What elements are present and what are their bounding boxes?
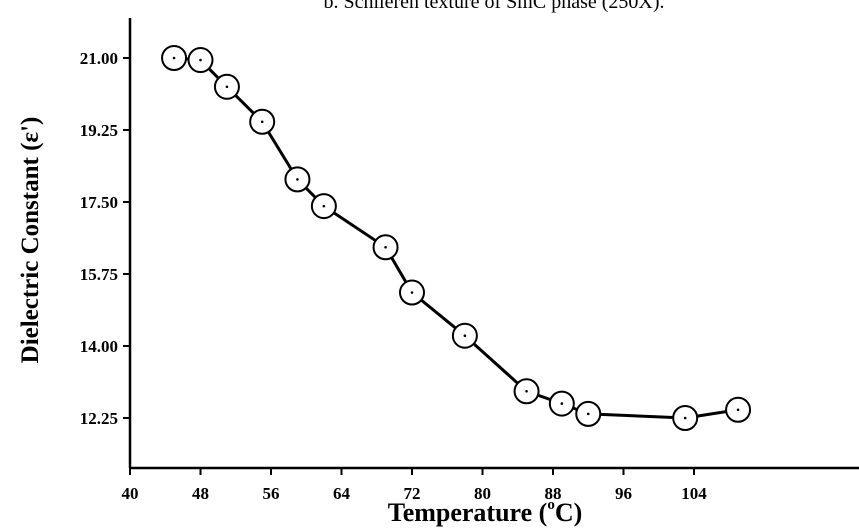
x-tick-label: 56: [263, 484, 280, 503]
data-point-center-dot: [322, 204, 326, 208]
data-point-center-dot: [225, 85, 229, 89]
data-point-center-dot: [586, 412, 590, 416]
data-point-center-dot: [260, 120, 264, 124]
x-tick-label: 96: [615, 484, 632, 503]
data-point-center-dot: [172, 56, 176, 60]
data-point-center-dot: [463, 334, 467, 338]
x-tick-label: 48: [192, 484, 209, 503]
data-point-center-dot: [683, 416, 687, 420]
x-tick-label: 64: [333, 484, 351, 503]
x-tick-label: 88: [545, 484, 562, 503]
y-tick-label: 14.00: [80, 337, 118, 356]
data-point-center-dot: [296, 178, 299, 181]
data-point-center-dot: [560, 402, 564, 405]
y-tick-label: 12.25: [80, 409, 118, 428]
data-point-center-dot: [525, 389, 528, 393]
data-point-center-dot: [410, 291, 414, 294]
y-axis-title: Dielectric Constant (ε'): [17, 117, 44, 364]
x-axis-title-main: Temperature (: [388, 498, 548, 527]
x-tick-label: 80: [474, 484, 491, 503]
ticks: 40 48 56 64 72 80 88 96 104 21.00 19.25 17.50 15.75 1…: [80, 49, 708, 503]
y-tick-label: 15.75: [80, 265, 118, 284]
y-tick-label: 21.00: [80, 49, 118, 68]
data-point-center-dot: [384, 245, 387, 249]
x-tick-label: 40: [122, 484, 139, 503]
figure-caption: b. Schlieren texture of SmC phase (250X)…: [323, 0, 664, 13]
x-tick-label: 104: [681, 484, 707, 503]
x-tick-label: 72: [404, 484, 421, 503]
y-tick-label: 17.50: [80, 193, 118, 212]
x-axis-title-superscript: o: [547, 497, 555, 513]
plot-area: [161, 45, 752, 431]
axes: [128, 18, 859, 470]
data-point-center-dot: [199, 58, 202, 62]
x-axis-title-suffix: C): [555, 498, 582, 527]
y-tick-label: 19.25: [80, 121, 118, 140]
data-point-center-dot: [736, 408, 740, 412]
x-axis-title: Temperature (oC): [388, 497, 583, 527]
